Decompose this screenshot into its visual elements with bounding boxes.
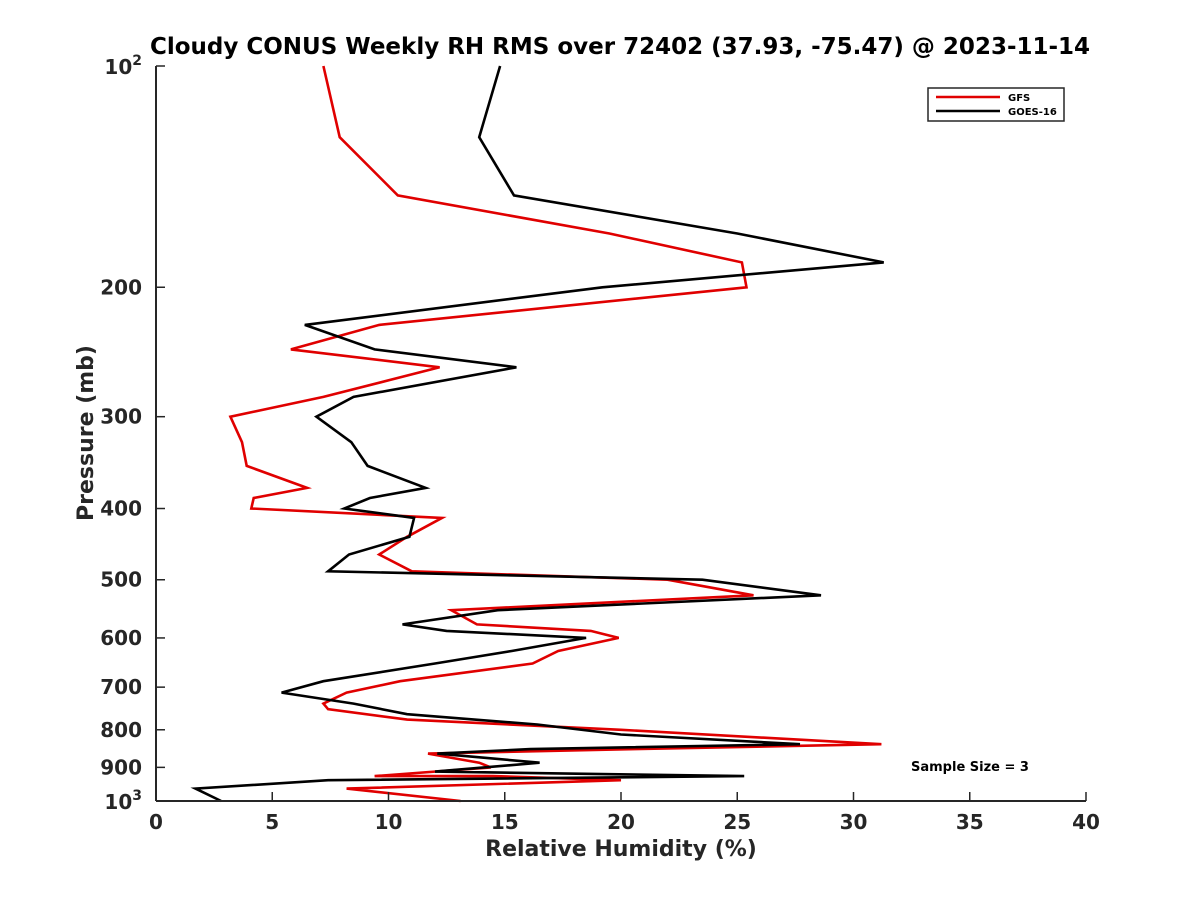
legend: GFS GOES-16	[927, 87, 1065, 122]
legend-box	[927, 87, 1065, 122]
x-ticks: 0 5 10 15 20 25 30 35 40	[149, 792, 1100, 834]
x-tick-label: 10	[375, 810, 403, 834]
x-axis-label: Relative Humidity (%)	[485, 837, 757, 862]
x-tick-label: 30	[840, 810, 868, 834]
series-line-goes-16	[190, 65, 884, 803]
y-tick-label: 500	[100, 568, 142, 592]
y-tick-label: 300	[100, 405, 142, 429]
y-tick-label: 102	[104, 53, 142, 79]
x-tick-label: 25	[723, 810, 751, 834]
y-tick-exponent: 2	[132, 53, 142, 69]
legend-label-goes16: GOES-16	[1008, 107, 1057, 118]
x-tick-label: 35	[956, 810, 984, 834]
y-tick-label: 700	[100, 675, 142, 699]
x-tick-label: 40	[1072, 810, 1100, 834]
y-tick-label: 600	[100, 626, 142, 650]
x-tick-label: 5	[265, 810, 279, 834]
x-tick-label: 15	[491, 810, 519, 834]
series-layer	[190, 65, 884, 803]
x-tick-label: 20	[607, 810, 635, 834]
legend-label-gfs: GFS	[1008, 93, 1030, 104]
y-tick-exponent: 3	[132, 788, 142, 804]
sample-size-annotation: Sample Size = 3	[911, 760, 1029, 775]
chart-title: Cloudy CONUS Weekly RH RMS over 72402 (3…	[150, 34, 1090, 60]
x-tick-label: 0	[149, 810, 163, 834]
y-tick-base: 10	[104, 55, 132, 79]
y-tick-label: 200	[100, 275, 142, 299]
y-tick-label: 400	[100, 497, 142, 521]
y-axis-label: Pressure (mb)	[74, 345, 99, 521]
y-tick-base: 10	[104, 790, 132, 814]
y-tick-label: 800	[100, 718, 142, 742]
y-tick-label: 900	[100, 755, 142, 779]
y-tick-label: 103	[104, 788, 142, 814]
